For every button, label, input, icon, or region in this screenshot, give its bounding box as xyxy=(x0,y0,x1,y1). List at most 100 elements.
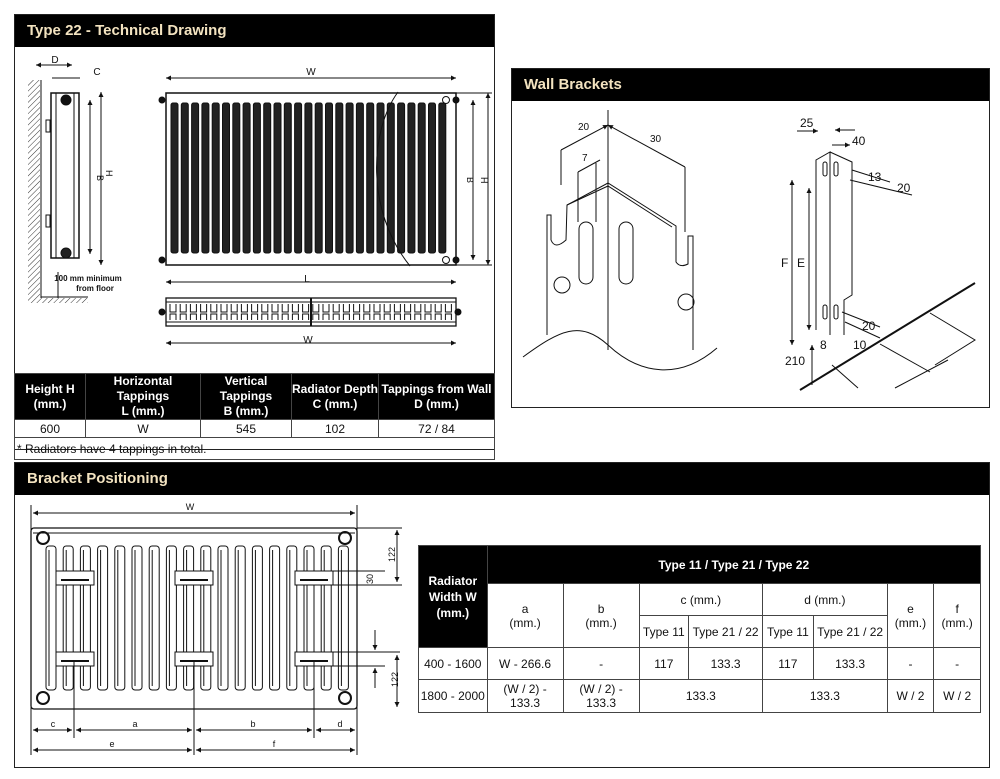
cell: 133.3 xyxy=(688,647,764,680)
convector-fin xyxy=(393,304,401,313)
convector-fin xyxy=(281,304,289,313)
pos-f-label: f xyxy=(273,739,276,749)
radiator-fin xyxy=(97,545,109,691)
dim-20c-label: 20 xyxy=(862,319,876,333)
radiator-fin xyxy=(165,545,177,691)
dim-20-label: 20 xyxy=(578,122,590,133)
radiator-fin xyxy=(183,545,195,691)
convector-fin xyxy=(414,304,422,313)
dim-l-label: L xyxy=(304,274,310,285)
convector-fin xyxy=(353,313,361,320)
convector-fin xyxy=(251,313,259,320)
cell: 133.3 xyxy=(762,679,888,713)
radiator-fin xyxy=(320,545,332,691)
side-view-drawing xyxy=(28,62,104,303)
radiator-fin xyxy=(211,102,220,254)
radiator-fin xyxy=(131,545,143,691)
radiator-fin xyxy=(232,102,241,254)
convector-fin xyxy=(240,304,248,313)
top-view-drawing xyxy=(158,297,462,346)
convector-fin xyxy=(444,313,452,320)
convector-fin xyxy=(200,304,208,313)
sub-d-type2122: Type 21 / 22 xyxy=(812,615,888,648)
radiator-fin xyxy=(180,102,189,254)
bracket-positioning-drawing xyxy=(30,505,402,755)
cell: 117 xyxy=(762,647,814,680)
radiator-fin xyxy=(201,102,210,254)
dim-d-label: D xyxy=(51,55,58,66)
radiator-fin xyxy=(242,102,251,254)
convector-fin xyxy=(342,304,350,313)
dim-210-label: 210 xyxy=(785,354,805,368)
dim-w-bottom-label: W xyxy=(303,335,313,346)
convector-fin xyxy=(281,313,289,320)
dim-e-label: E xyxy=(797,256,805,270)
cell: (W / 2) - 133.3 xyxy=(486,679,564,713)
cell: 117 xyxy=(638,647,690,680)
radiator-fin xyxy=(325,102,333,254)
convector-fin xyxy=(373,304,381,313)
convector-fin xyxy=(302,304,310,313)
convector-fin xyxy=(383,313,391,320)
convector-fin xyxy=(404,313,412,320)
convector-fin xyxy=(230,304,238,313)
convector-fin xyxy=(220,304,228,313)
bracket-mark xyxy=(55,651,95,667)
convector-fin xyxy=(169,304,177,313)
radiator-fin xyxy=(251,545,263,691)
pos-e-label: e xyxy=(109,739,114,749)
col-horizontal-tappings: Horizontal Tappings L (mm.) xyxy=(85,373,201,420)
convector-fin xyxy=(404,304,412,313)
dim-10-label: 10 xyxy=(853,338,867,352)
radiator-fin xyxy=(366,102,375,254)
dim-20b-label: 20 xyxy=(897,181,911,195)
bracket-positioning-table: Radiator Width W (mm.) Type 11 / Type 21 /… xyxy=(418,545,982,713)
radiator-fin xyxy=(114,545,126,691)
cell: 1800 - 2000 xyxy=(418,679,488,713)
convector-fin xyxy=(179,304,187,313)
convector-fin xyxy=(169,313,177,320)
radiator-fin xyxy=(283,102,292,254)
pos-b-label: b xyxy=(250,719,255,729)
convector-fin xyxy=(373,313,381,320)
table-header-row: Height H (mm.) Horizontal Tappings L (mm.)… xyxy=(14,373,495,420)
col-radiator-width: Radiator Width W (mm.) xyxy=(418,545,488,648)
convector-fin xyxy=(424,304,432,313)
wall-brackets-title: Wall Brackets xyxy=(512,69,989,101)
bracket-positioning-title: Bracket Positioning xyxy=(15,463,989,495)
radiator-fin xyxy=(170,102,179,254)
wall-brackets-panel: Wall Brackets xyxy=(511,68,990,408)
cell: 133.3 xyxy=(638,679,764,713)
convector-fin xyxy=(210,313,218,320)
radiator-fin xyxy=(273,102,282,254)
radiator-fin xyxy=(337,545,349,691)
convector-fin xyxy=(414,313,422,320)
sub-d-type11: Type 11 xyxy=(762,615,814,648)
cell: W - 266.6 xyxy=(486,647,564,680)
floor-note-1: 100 mm minimum xyxy=(54,274,122,283)
convector-fin xyxy=(189,304,197,313)
dim-30-label: 30 xyxy=(650,134,662,145)
convector-fin xyxy=(434,313,442,320)
convector-fin xyxy=(210,304,218,313)
convector-fin xyxy=(363,304,371,313)
floor-note-2: from floor xyxy=(76,284,114,293)
convector-fin xyxy=(220,313,228,320)
radiator-fin xyxy=(438,102,447,254)
pos-c-label: c xyxy=(51,719,56,729)
col-e: e (mm.) xyxy=(886,583,935,648)
convector-fin xyxy=(251,304,259,313)
dim-b-front-label: B xyxy=(465,177,475,183)
convector-fin xyxy=(424,313,432,320)
pos-122-bottom-label: 122 xyxy=(390,672,400,687)
convector-fin xyxy=(271,304,279,313)
convector-fin xyxy=(261,313,269,320)
radiator-fin xyxy=(45,545,57,691)
radiator-fin xyxy=(252,102,261,254)
radiator-fin xyxy=(269,545,281,691)
cell: 400 - 1600 xyxy=(418,647,488,680)
convector-fin xyxy=(342,313,350,320)
radiator-fin xyxy=(148,545,160,691)
cell: W / 2 xyxy=(933,679,981,713)
radiator-fin xyxy=(335,102,344,254)
